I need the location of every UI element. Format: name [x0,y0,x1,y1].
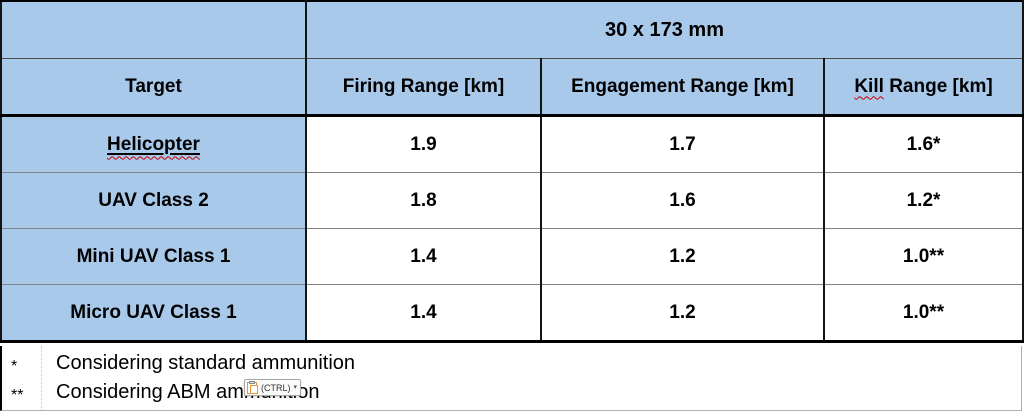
column-header-engagement-range: Engagement Range [km] [540,58,825,117]
footnote-marker: ** [11,387,24,404]
caliber-header-cell: 30 x 173 mm [305,0,1024,59]
target-cell: Mini UAV Class 1 [0,228,307,285]
kill-range-cell: 1.2* [823,172,1024,229]
footnote-text: Considering standard ammunition [56,352,356,374]
target-cell: UAV Class 2 [0,172,307,229]
spellcheck-underline: Kill [854,75,884,97]
kill-range-cell: 1.0** [823,228,1024,285]
engagement-range-cell: 1.7 [540,115,825,173]
target-cell: Micro UAV Class 1 [0,284,307,343]
engagement-range-cell: 1.2 [540,228,825,285]
kill-range-cell: 1.0** [823,284,1024,343]
caliber-row: 30 x 173 mm [0,0,1024,59]
column-header-target: Target [0,58,307,117]
engagement-range-cell: 1.2 [540,284,825,343]
ammunition-range-table: 30 x 173 mm Target Firing Range [km] Eng… [0,0,1024,343]
footnote-text-column: Considering standard ammunition Consider… [42,346,355,410]
footnote-marker-column: * ** [2,346,42,410]
footnote-text: Considering ABM ammunition [56,381,320,403]
footnotes-section: * ** Considering standard ammunition Con… [0,346,1022,411]
table-row-micro-uav-class-1: Micro UAV Class 1 1.4 1.2 1.0** [0,284,1024,343]
engagement-range-cell: 1.6 [540,172,825,229]
column-header-firing-range: Firing Range [km] [305,58,542,117]
target-cell: Helicopter [0,115,307,173]
spellcheck-underline: Helicopter [107,133,200,155]
paste-options-button[interactable]: (CTRL) ▾ [244,379,302,396]
table-row-mini-uav-class-1: Mini UAV Class 1 1.4 1.2 1.0** [0,228,1024,285]
empty-corner-cell [0,0,307,59]
column-header-kill-range: Kill Range [km] [823,58,1024,117]
firing-range-cell: 1.8 [305,172,542,229]
table-row-helicopter: Helicopter 1.9 1.7 1.6* [0,115,1024,173]
firing-range-cell: 1.9 [305,115,542,173]
clipboard-paste-icon [247,381,258,394]
column-header-row: Target Firing Range [km] Engagement Rang… [0,58,1024,117]
chevron-down-icon: ▾ [293,384,298,391]
kill-range-cell: 1.6* [823,115,1024,173]
footnote-marker: * [11,358,18,375]
paste-options-label: (CTRL) [261,382,291,393]
table-row-uav-class-2: UAV Class 2 1.8 1.6 1.2* [0,172,1024,229]
firing-range-cell: 1.4 [305,228,542,285]
firing-range-cell: 1.4 [305,284,542,343]
